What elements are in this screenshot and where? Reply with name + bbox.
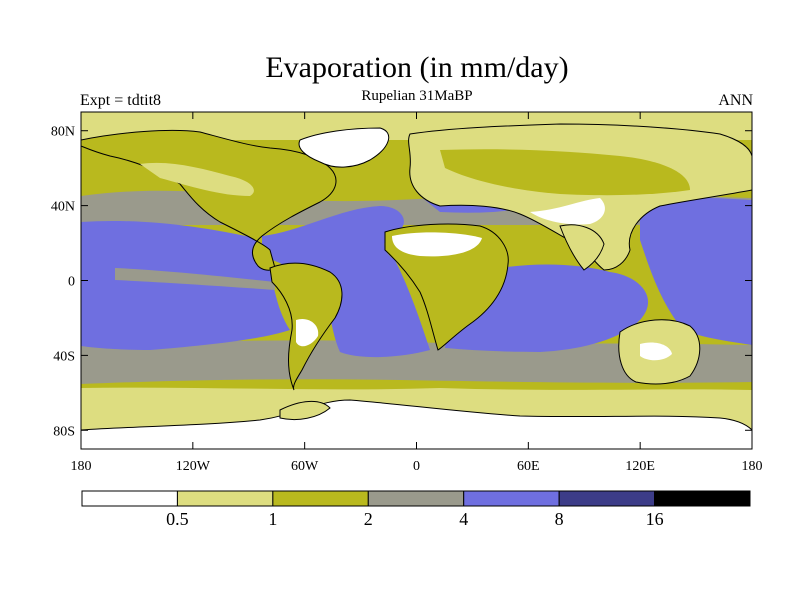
australia-dry: [640, 342, 672, 361]
eurasia-interior: [440, 149, 690, 196]
lon-tick-label: 180: [71, 459, 92, 474]
colorbar-label: 1: [268, 509, 277, 529]
atlantic-high-evap: [262, 206, 430, 358]
map-fields: [81, 112, 752, 449]
lat-tick-label: 40S: [53, 349, 75, 364]
lat-tick-label: 40N: [51, 200, 75, 215]
pacific-high-evap: [81, 220, 290, 350]
latitude-axis: 80N 40N 0 40S 80S: [51, 125, 752, 439]
india: [559, 224, 605, 271]
lon-tick-label: 60E: [517, 459, 540, 474]
colorbar-label: 16: [646, 509, 664, 529]
colorbar-swatch: [176, 490, 274, 507]
colorbar-label: 0.5: [166, 509, 189, 529]
central-asia-dry: [530, 198, 605, 225]
lon-tick-label: 120W: [176, 459, 211, 474]
colorbar-swatch: [81, 490, 178, 507]
experiment-label: Expt = tdtit8: [80, 92, 162, 109]
north-america-interior: [140, 162, 254, 196]
season-label: ANN: [718, 92, 753, 109]
south-grey-band: [81, 340, 752, 384]
antarctica: [81, 399, 752, 449]
colorbar: 0.5 1 2 4 8 16: [81, 490, 751, 529]
colorbar-swatch: [367, 490, 465, 507]
south-america-dry: [296, 318, 319, 347]
lat-tick-label: 80N: [51, 125, 75, 140]
lon-tick-label: 180: [742, 459, 763, 474]
africa: [384, 223, 509, 351]
colorbar-label: 4: [459, 509, 468, 529]
lon-tick-label: 0: [413, 459, 420, 474]
west-pacific-high-evap: [640, 197, 752, 345]
colorbar-swatch: [558, 490, 656, 507]
greenland: [298, 127, 390, 168]
map-title: Evaporation (in mm/day): [265, 51, 569, 84]
colorbar-label: 2: [364, 509, 373, 529]
lon-tick-label: 60W: [291, 459, 319, 474]
longitude-axis: 180 120W 60W 0 60E 120E 180: [71, 112, 763, 474]
colorbar-label: 8: [555, 509, 564, 529]
antarctic-peninsula: [279, 401, 331, 421]
pacific-tongue: [115, 268, 275, 290]
sahara-dry: [392, 232, 482, 257]
lat-tick-label: 0: [68, 275, 75, 290]
colorbar-swatch: [463, 490, 560, 507]
colorbar-swatch: [654, 490, 751, 507]
lon-tick-label: 120E: [625, 459, 655, 474]
lat-tick-label: 80S: [53, 424, 75, 439]
colorbar-swatch: [272, 490, 369, 507]
map-subtitle: Rupelian 31MaBP: [361, 88, 473, 104]
